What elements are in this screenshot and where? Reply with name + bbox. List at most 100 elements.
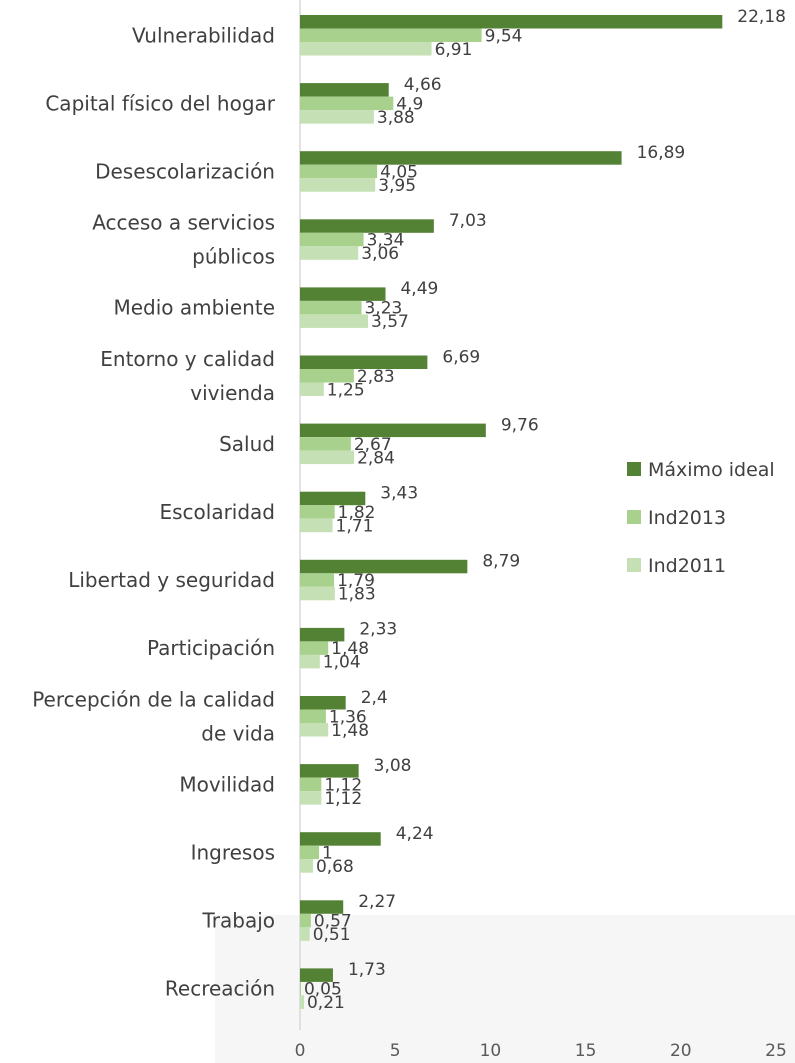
category-label: Entorno y calidad (100, 347, 275, 371)
series-ind2011-bar (300, 927, 310, 941)
series-maximo-ideal-label: 4,24 (396, 824, 434, 844)
series-ind2011-bar (300, 791, 322, 805)
series-ind2011-bar (300, 314, 368, 328)
category-label: Desescolarización (95, 159, 275, 183)
series-ind2011-label: 0,21 (307, 993, 345, 1013)
series-maximo-ideal-label: 2,4 (361, 688, 388, 708)
series-maximo-ideal-label: 16,89 (637, 143, 686, 163)
series-ind2011-label: 3,88 (377, 108, 415, 128)
category-label: vivienda (190, 381, 275, 405)
series-ind2013-label: 1,36 (329, 707, 367, 727)
series-maximo-ideal-bar (300, 696, 346, 710)
category-label: Participación (147, 636, 275, 660)
series-ind2013-label: 4,05 (380, 162, 418, 182)
series-maximo-ideal-bar (300, 832, 381, 846)
series-ind2013-bar (300, 573, 335, 587)
category-label: Vulnerabilidad (132, 23, 275, 47)
series-maximo-ideal-bar (300, 287, 386, 301)
series-ind2011-bar (300, 246, 359, 260)
series-maximo-ideal-bar (300, 151, 622, 165)
series-ind2013-label: 2,67 (354, 435, 392, 455)
series-ind2011-bar (300, 586, 335, 601)
series-maximo-ideal-bar (300, 423, 486, 438)
series-ind2013-bar (300, 369, 354, 383)
legend-swatch (627, 462, 641, 476)
series-maximo-ideal-label: 2,33 (359, 620, 397, 640)
legend-label: Máximo ideal (648, 459, 775, 481)
series-ind2013-label: 0,05 (304, 980, 342, 1000)
legend-label: Ind2011 (648, 555, 726, 577)
series-ind2011-label: 3,95 (378, 176, 416, 196)
series-maximo-ideal-label: 6,69 (442, 347, 480, 367)
series-ind2013-label: 1,48 (331, 639, 369, 659)
category-label: Medio ambiente (113, 296, 275, 320)
series-ind2013-bar (300, 232, 364, 247)
series-maximo-ideal-label: 7,03 (449, 211, 487, 231)
category-label: Recreación (165, 977, 275, 1001)
series-ind2013-bar (300, 641, 329, 655)
series-maximo-ideal-label: 3,43 (380, 483, 418, 503)
series-maximo-ideal-label: 9,76 (501, 415, 539, 435)
category-label: Ingresos (191, 840, 275, 864)
series-ind2013-label: 3,34 (367, 231, 405, 251)
series-ind2013-label: 9,54 (485, 26, 523, 46)
series-ind2011-label: 1,71 (336, 516, 374, 536)
x-tick-label: 10 (480, 1041, 502, 1061)
category-label: Capital físico del hogar (45, 91, 275, 115)
series-maximo-ideal-bar (300, 900, 344, 914)
x-tick-label: 20 (670, 1041, 692, 1061)
category-label: Escolaridad (159, 500, 275, 524)
category-label: Libertad y seguridad (68, 568, 275, 592)
series-ind2011-label: 1,25 (327, 380, 365, 400)
series-ind2011-bar (300, 382, 324, 396)
series-ind2011-label: 1,48 (331, 721, 369, 741)
series-maximo-ideal-label: 4,66 (404, 75, 442, 95)
series-maximo-ideal-label: 4,49 (400, 279, 438, 299)
series-ind2013-bar (300, 505, 335, 519)
series-maximo-ideal-bar (300, 764, 359, 778)
series-ind2013-bar (300, 164, 378, 179)
series-ind2013-bar (300, 28, 482, 42)
series-ind2011-bar (300, 518, 333, 533)
category-label: Acceso a servicios (92, 211, 275, 235)
series-ind2011-bar (300, 110, 374, 124)
series-ind2011-label: 3,57 (371, 312, 409, 332)
series-ind2013-label: 1,82 (338, 503, 376, 523)
series-maximo-ideal-label: 22,18 (737, 7, 786, 27)
plot-backdrop (215, 915, 795, 1063)
category-label: Movilidad (179, 772, 275, 796)
series-ind2013-label: 0,57 (314, 912, 352, 932)
series-ind2013-label: 1 (322, 843, 333, 863)
series-ind2013-label: 3,23 (364, 299, 402, 319)
x-tick-label: 5 (390, 1041, 401, 1061)
series-ind2013-bar (300, 96, 394, 111)
series-maximo-ideal-label: 1,73 (348, 960, 386, 980)
x-tick-label: 0 (295, 1041, 306, 1061)
series-maximo-ideal-bar (300, 559, 468, 574)
series-ind2013-bar (300, 709, 326, 723)
series-ind2013-label: 1,79 (337, 571, 375, 591)
series-maximo-ideal-label: 2,27 (358, 892, 396, 912)
series-maximo-ideal-label: 3,08 (374, 756, 412, 776)
x-tick-label: 25 (765, 1041, 787, 1061)
series-maximo-ideal-bar (300, 219, 434, 233)
series-maximo-ideal-bar (300, 15, 723, 29)
legend-swatch (627, 510, 641, 524)
series-maximo-ideal-bar (300, 355, 428, 369)
series-ind2011-label: 2,84 (357, 448, 395, 468)
series-ind2013-bar (300, 437, 351, 451)
series-ind2011-label: 6,91 (435, 40, 473, 60)
series-ind2011-bar (300, 859, 313, 873)
category-label: Salud (219, 432, 275, 456)
series-ind2011-label: 0,68 (316, 857, 354, 877)
series-maximo-ideal-bar (300, 491, 366, 506)
series-ind2013-bar (300, 981, 301, 996)
series-ind2011-label: 1,83 (338, 585, 376, 605)
legend-label: Ind2013 (648, 507, 726, 529)
series-ind2011-bar (300, 42, 432, 56)
series-ind2013-bar (300, 913, 311, 928)
series-ind2013-bar (300, 300, 362, 315)
series-ind2011-bar (300, 450, 355, 465)
